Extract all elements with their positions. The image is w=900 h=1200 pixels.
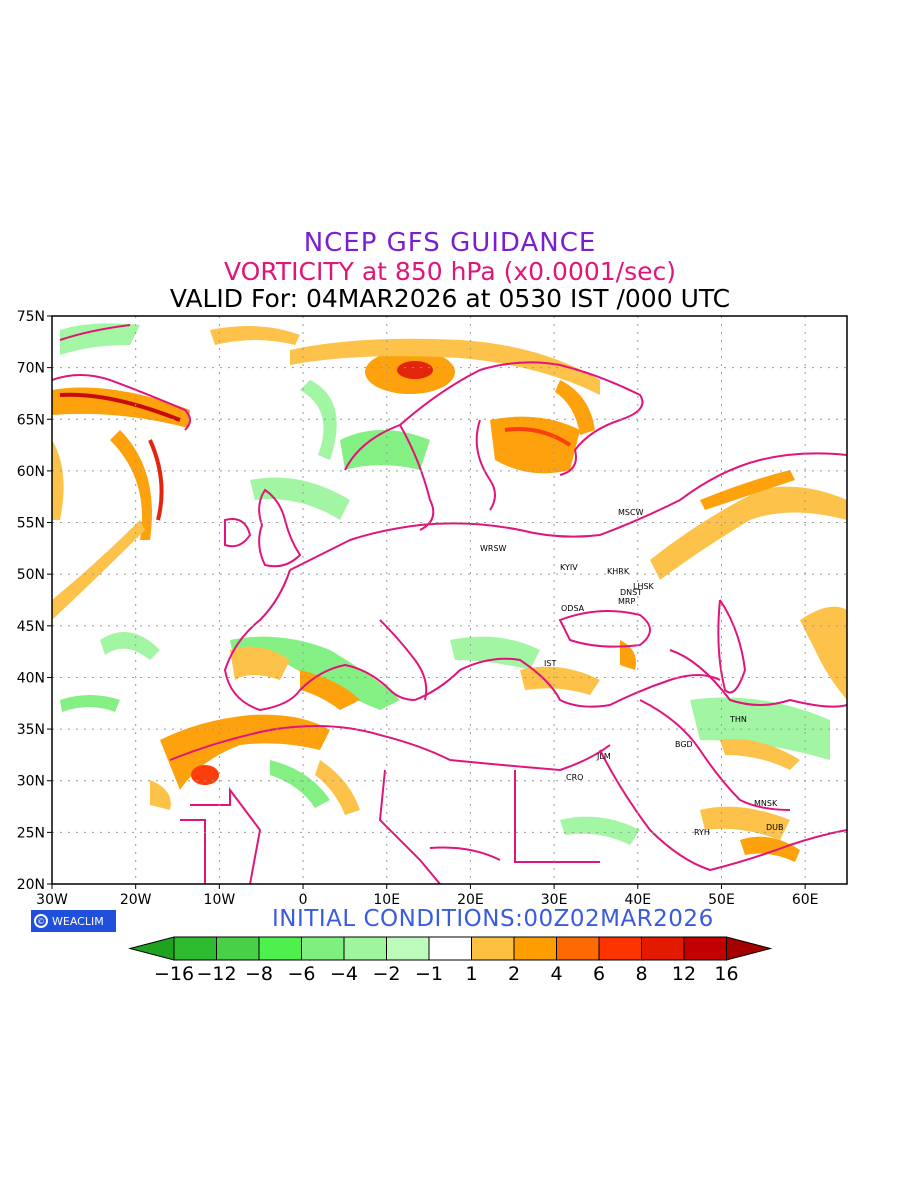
colorbar-swatch bbox=[471, 936, 515, 961]
lon-label: 60E bbox=[792, 892, 819, 908]
colorbar-labels: −16 −12 −8 −6 −4 −2 −1 1 2 4 6 8 12 16 bbox=[154, 963, 739, 985]
colorbar-swatch bbox=[428, 936, 472, 961]
city-label: MSCW bbox=[618, 508, 644, 517]
lon-label: 50E bbox=[708, 892, 735, 908]
colorbar-label: −2 bbox=[372, 963, 400, 985]
lat-label: 40N bbox=[17, 670, 45, 686]
city-label: ODSA bbox=[561, 604, 585, 613]
colorbar-swatch bbox=[301, 936, 345, 961]
lat-label: 35N bbox=[17, 722, 45, 738]
lon-label: 20E bbox=[457, 892, 484, 908]
city-label: CRO bbox=[566, 773, 583, 782]
colorbar-right-arrow bbox=[726, 936, 773, 961]
logo-text: WEACLIM bbox=[52, 914, 104, 928]
colorbar-swatch bbox=[683, 936, 727, 961]
colorbar-label: 8 bbox=[635, 963, 647, 985]
colorbar-swatch bbox=[513, 936, 557, 961]
colorbar-swatch bbox=[258, 936, 302, 961]
title-line-1: NCEP GFS GUIDANCE bbox=[303, 228, 597, 258]
colorbar-label: 16 bbox=[714, 963, 738, 985]
colorbar-swatch bbox=[598, 936, 642, 961]
colorbar-label: −8 bbox=[245, 963, 273, 985]
city-label: WRSW bbox=[480, 544, 507, 553]
colorbar-label: −16 bbox=[154, 963, 194, 985]
grid-lines bbox=[52, 316, 847, 884]
city-label: MNSK bbox=[754, 799, 778, 808]
colorbar-label: −12 bbox=[196, 963, 236, 985]
colorbar-left-arrow bbox=[128, 936, 175, 961]
city-label: RYH bbox=[694, 828, 710, 837]
lat-label: 70N bbox=[17, 361, 45, 377]
lat-label: 60N bbox=[17, 464, 45, 480]
city-label: DNST bbox=[620, 588, 642, 597]
city-label: JLM bbox=[596, 752, 611, 761]
lon-label: 20W bbox=[120, 892, 152, 908]
colorbar-label: −4 bbox=[330, 963, 358, 985]
city-label: DUB bbox=[766, 823, 784, 832]
map-frame bbox=[51, 315, 848, 885]
colorbar-label: 2 bbox=[508, 963, 520, 985]
lat-label: 55N bbox=[17, 516, 45, 532]
lat-label: 25N bbox=[17, 825, 45, 841]
initial-conditions-label: INITIAL CONDITIONS:00Z02MAR2026 bbox=[272, 906, 714, 932]
lat-label: 30N bbox=[17, 774, 45, 790]
lon-label: 0 bbox=[299, 892, 308, 908]
title-line-3: VALID For: 04MAR2026 at 0530 IST /000 UT… bbox=[169, 284, 731, 313]
colorbar-swatch bbox=[173, 936, 217, 961]
lon-label: 30W bbox=[36, 892, 68, 908]
city-label: BGD bbox=[675, 740, 693, 749]
lon-label: 30E bbox=[541, 892, 568, 908]
colorbar-label: 1 bbox=[465, 963, 477, 985]
colorbar-swatch bbox=[343, 936, 387, 961]
city-label: IST bbox=[544, 659, 556, 668]
city-label: LHSK bbox=[633, 582, 655, 591]
colorbar-label: 4 bbox=[550, 963, 562, 985]
city-label: KYIV bbox=[560, 563, 578, 572]
colorbar-swatch bbox=[216, 936, 260, 961]
axis-ticks bbox=[47, 315, 806, 889]
colorbar-label: −6 bbox=[287, 963, 315, 985]
colorbar-swatch bbox=[386, 936, 430, 961]
colorbar-swatch bbox=[641, 936, 685, 961]
city-label: THN bbox=[729, 715, 747, 724]
copyright-icon: © bbox=[34, 914, 48, 928]
weaclim-logo: © WEACLIM bbox=[31, 910, 116, 932]
colorbar bbox=[128, 936, 773, 961]
lon-label: 10W bbox=[204, 892, 236, 908]
city-label: KHRK bbox=[607, 567, 630, 576]
lat-label: 45N bbox=[17, 619, 45, 635]
colorbar-swatch bbox=[556, 936, 600, 961]
longitude-labels: 30W 20W 10W 0 10E 20E 30E 40E 50E 60E bbox=[36, 892, 818, 908]
colorbar-label: −1 bbox=[415, 963, 443, 985]
colorbar-label: 6 bbox=[593, 963, 605, 985]
latitude-labels: 75N 70N 65N 60N 55N 50N 45N 40N 35N 30N 25N 20N bbox=[17, 309, 45, 893]
country-borders bbox=[52, 324, 847, 884]
lon-label: 10E bbox=[373, 892, 400, 908]
lat-label: 65N bbox=[17, 412, 45, 428]
lat-label: 75N bbox=[17, 309, 45, 325]
city-label: MRP bbox=[618, 597, 635, 606]
title-line-2: VORTICITY at 850 hPa (x0.0001/sec) bbox=[223, 257, 676, 286]
lat-label: 20N bbox=[17, 877, 45, 893]
vorticity-field bbox=[52, 323, 847, 862]
colorbar-label: 12 bbox=[672, 963, 696, 985]
lon-label: 40E bbox=[624, 892, 651, 908]
lat-label: 50N bbox=[17, 567, 45, 583]
